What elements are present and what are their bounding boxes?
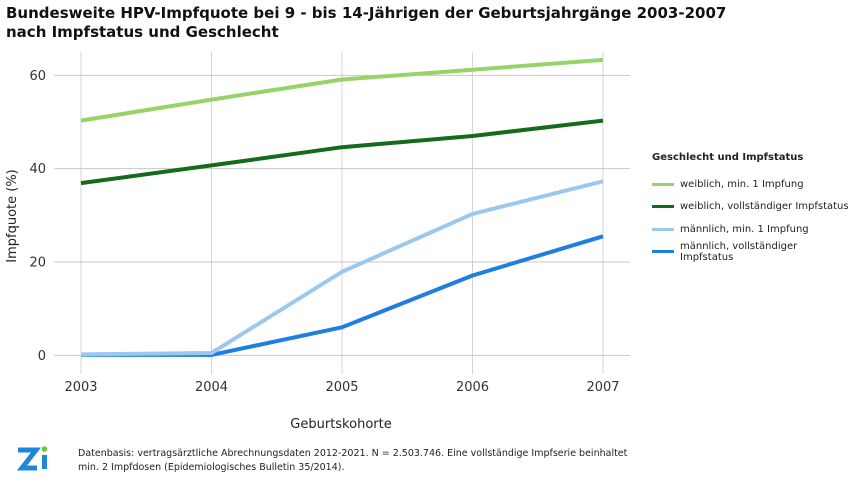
legend-title: Geschlecht und Impfstatus bbox=[652, 152, 804, 163]
x-axis-label: Geburtskohorte bbox=[290, 417, 391, 432]
legend-swatch bbox=[652, 182, 674, 186]
x-tick-label: 2004 bbox=[195, 380, 228, 395]
legend-label: weiblich, min. 1 Impfung bbox=[680, 178, 804, 190]
legend-swatch bbox=[652, 250, 674, 254]
legend-item: weiblich, min. 1 Impfung bbox=[652, 173, 852, 196]
legend-swatch bbox=[652, 227, 674, 231]
x-tick-label: 2003 bbox=[64, 380, 97, 395]
chart-title: Bundesweite HPV-Impfquote bei 9 - bis 14… bbox=[6, 4, 726, 42]
y-tick-label: 60 bbox=[29, 69, 46, 84]
legend-item: männlich, vollständiger Impfstatus bbox=[652, 241, 852, 264]
x-tick-label: 2007 bbox=[586, 380, 619, 395]
y-tick-label: 40 bbox=[29, 162, 46, 177]
series-lines bbox=[80, 57, 604, 357]
legend-item: männlich, min. 1 Impfung bbox=[652, 218, 852, 241]
legend-item: weiblich, vollständiger Impfstatus bbox=[652, 196, 852, 219]
zi-logo bbox=[16, 446, 48, 471]
legend-label: männlich, min. 1 Impfung bbox=[680, 223, 809, 235]
y-axis-label: Impfquote (%) bbox=[5, 169, 20, 263]
series-line bbox=[80, 118, 604, 186]
y-axis-ticks: 0 20 40 60 bbox=[29, 69, 46, 364]
legend-label: weiblich, vollständiger Impfstatus bbox=[680, 201, 849, 213]
x-tick-label: 2005 bbox=[325, 380, 358, 395]
series-line bbox=[80, 57, 604, 123]
x-tick-label: 2006 bbox=[456, 380, 489, 395]
footnote: Datenbasis: vertragsärztliche Abrechnung… bbox=[78, 448, 628, 473]
legend-items: weiblich, min. 1 Impfung weiblich, vollst… bbox=[652, 173, 852, 263]
y-tick-label: 0 bbox=[38, 349, 46, 364]
legend-label: männlich, vollständiger Impfstatus bbox=[680, 240, 798, 263]
series-line bbox=[80, 179, 604, 357]
chart-title-line1: Bundesweite HPV-Impfquote bei 9 - bis 14… bbox=[6, 4, 727, 22]
legend: Geschlecht und Impfstatus weiblich, min.… bbox=[652, 152, 852, 263]
y-tick-label: 20 bbox=[29, 256, 46, 271]
chart-title-line2: nach Impfstatus und Geschlecht bbox=[6, 23, 279, 41]
x-axis-ticks: 2003 2004 2005 2006 2007 bbox=[64, 380, 619, 395]
legend-swatch bbox=[652, 205, 674, 209]
